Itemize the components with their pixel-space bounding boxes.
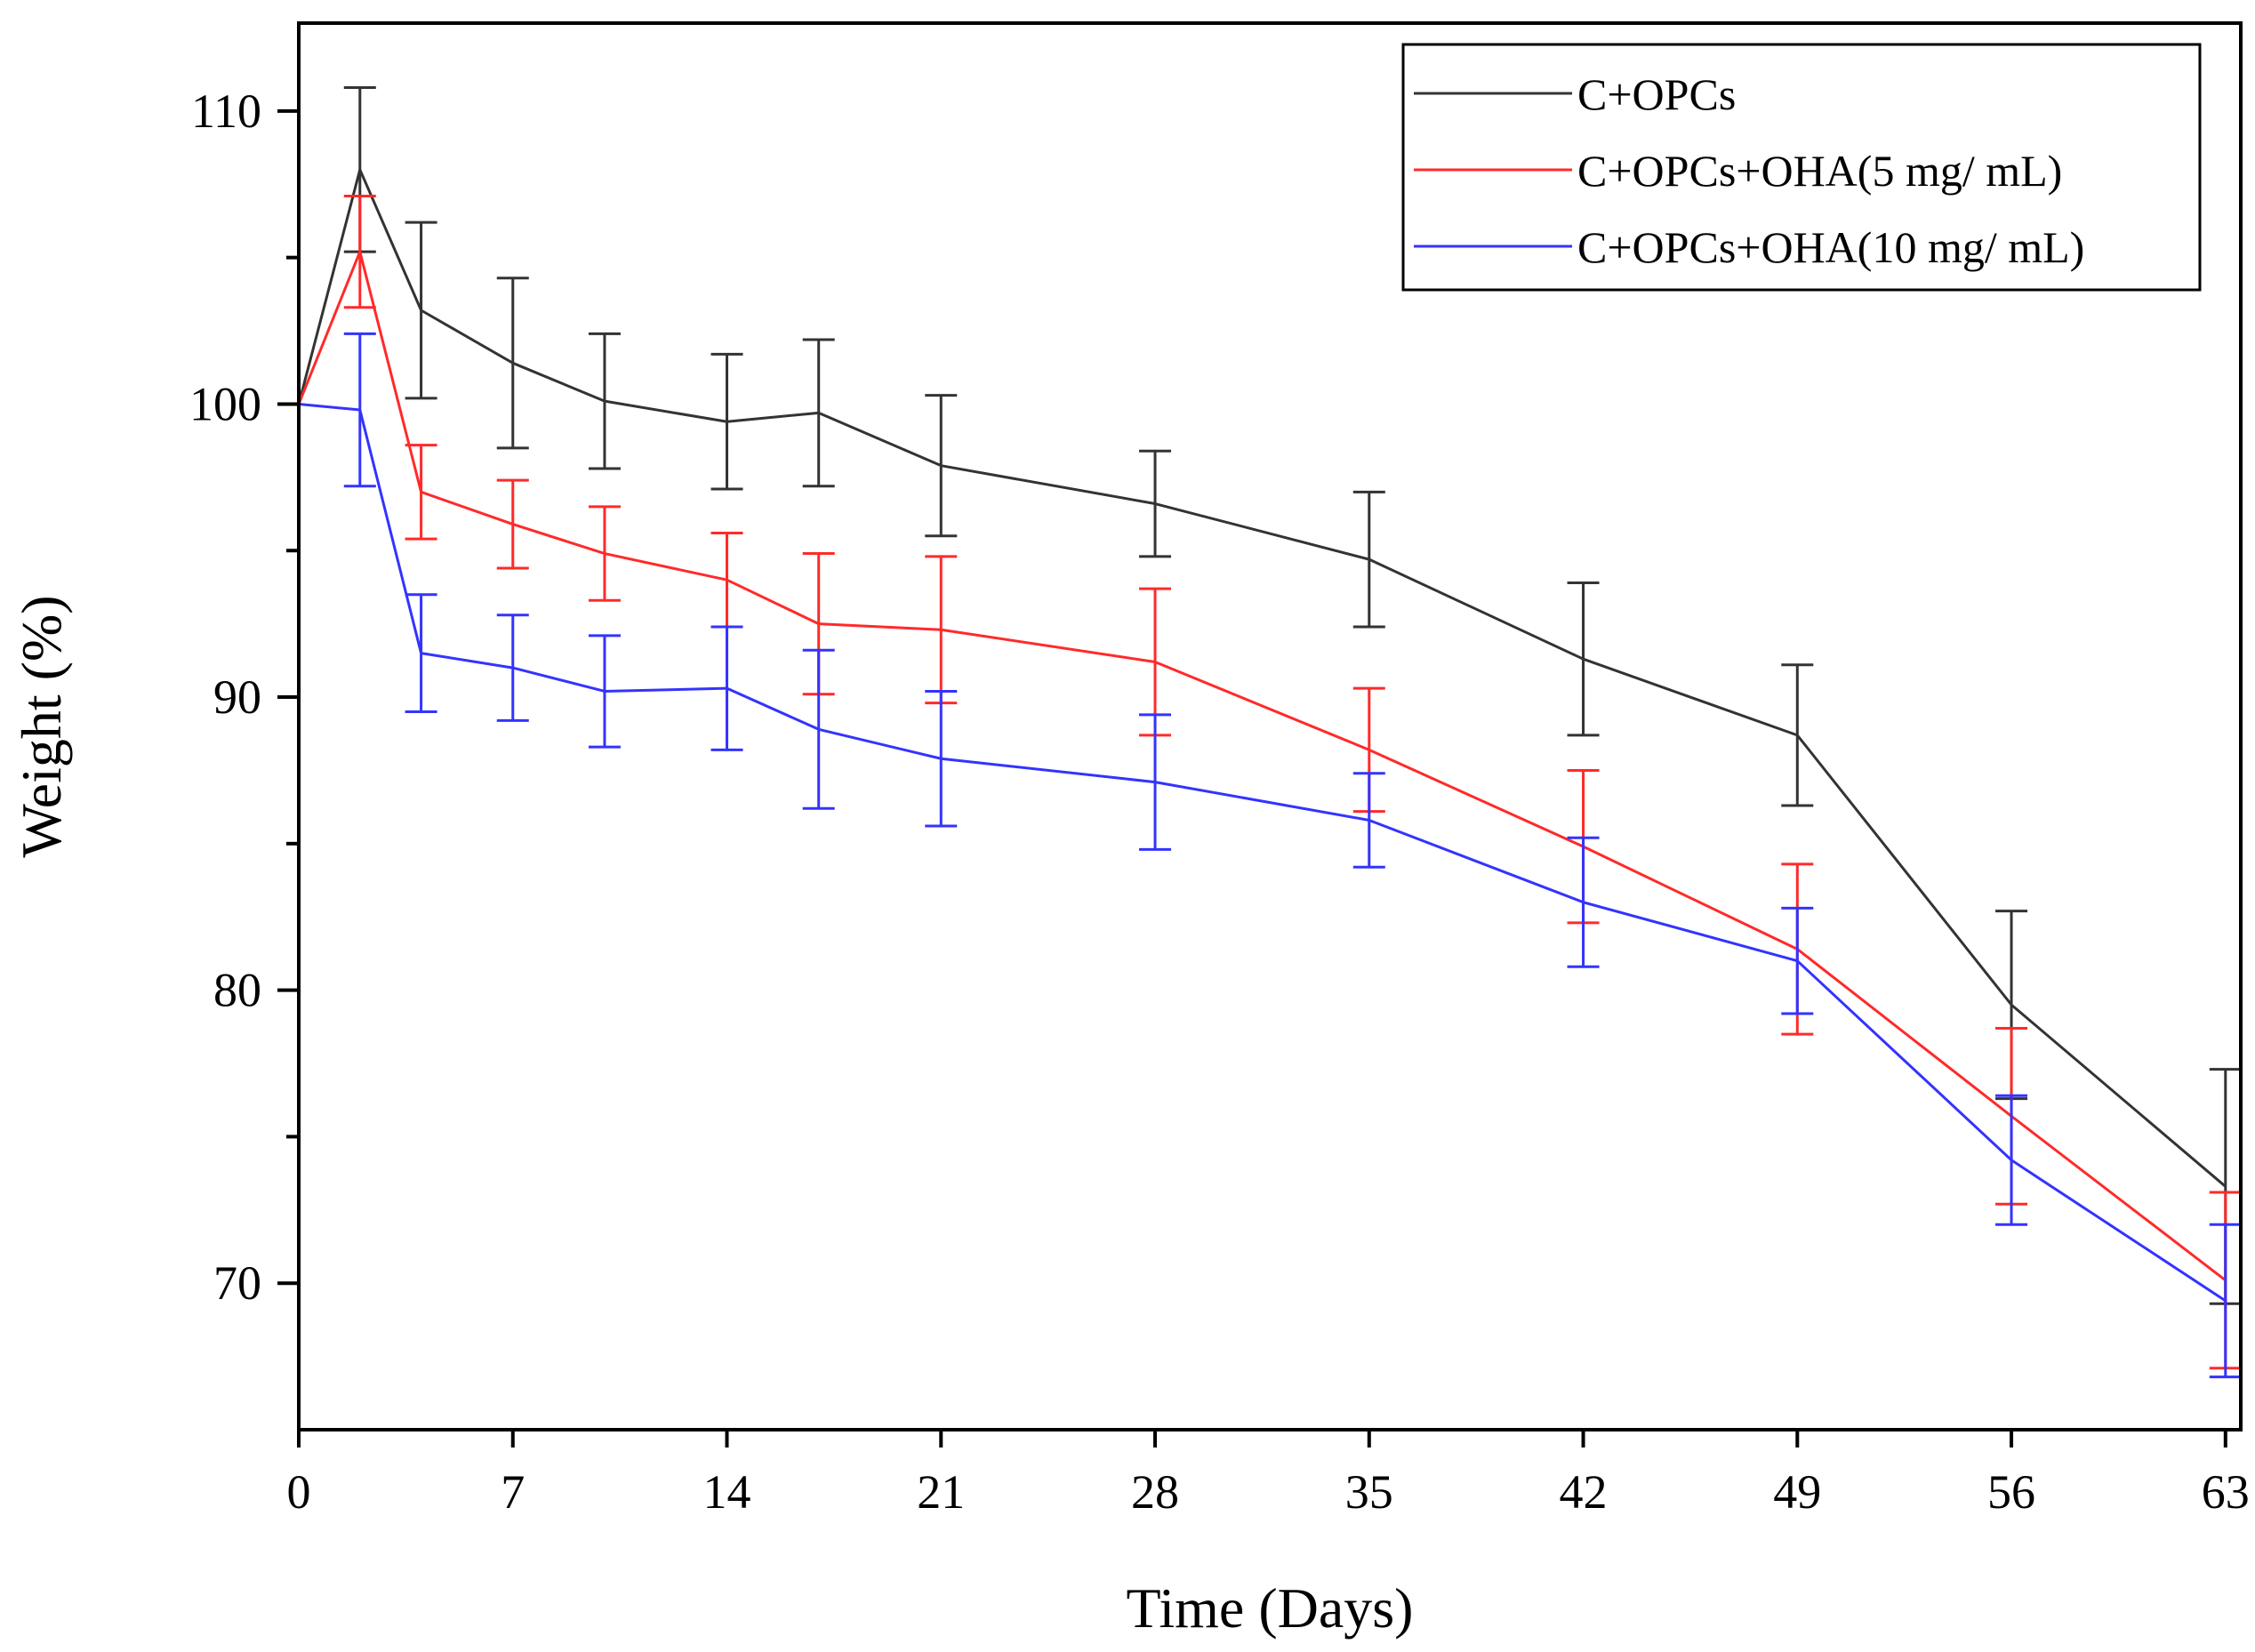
x-tick-label-35: 35 [1345,1465,1393,1519]
axes: 0 7 14 21 28 35 42 49 56 63 70 80 90 100 110 [189,21,2250,1519]
series-2-line [297,250,2227,1282]
series-3-error-bar-13 [2209,1223,2242,1379]
x-axis-label: Time (Days) [1127,1576,1414,1640]
y-tick-label-80: 80 [213,964,261,1017]
x-tick-label-42: 42 [1560,1465,1608,1519]
y-axis-label: Weight (%) [10,595,73,857]
y-tick-label-70: 70 [213,1256,261,1310]
x-tick-label-7: 7 [501,1465,525,1519]
plot-frame [297,21,2243,1431]
x-tick-label-56: 56 [1987,1465,2035,1519]
legend-label: C+OPCs+OHA(5 mg/ mL) [1577,146,2062,196]
y-tick-label-90: 90 [213,670,261,724]
legend-label: C+OPCs+OHA(10 mg/ mL) [1577,222,2084,272]
legend-item-2: C+OPCs+OHA(5 mg/ mL) [1414,146,2062,196]
legend-label: C+OPCs [1577,69,1736,119]
plot-area [297,86,2242,1379]
series-3-line [298,402,2227,1303]
legend-item-1: C+OPCs [1414,69,1736,119]
series-1-line [297,168,2227,1188]
y-tick-label-100: 100 [189,377,261,430]
x-tick-label-28: 28 [1131,1465,1179,1519]
legend: C+OPCs C+OPCs+OHA(5 mg/ mL) C+OPCs+OHA(10 … [1401,43,2202,292]
x-tick-label-21: 21 [917,1465,965,1519]
x-tick-label-63: 63 [2202,1465,2250,1519]
y-tick-label-110: 110 [191,84,261,138]
x-tick-label-0: 0 [287,1465,311,1519]
legend-box [1401,43,2202,292]
x-tick-label-14: 14 [703,1465,751,1519]
series-1 [297,86,2242,1305]
x-tick-label-49: 49 [1773,1465,1821,1519]
legend-item-3: C+OPCs+OHA(10 mg/ mL) [1414,222,2084,272]
series-3 [298,332,2242,1379]
